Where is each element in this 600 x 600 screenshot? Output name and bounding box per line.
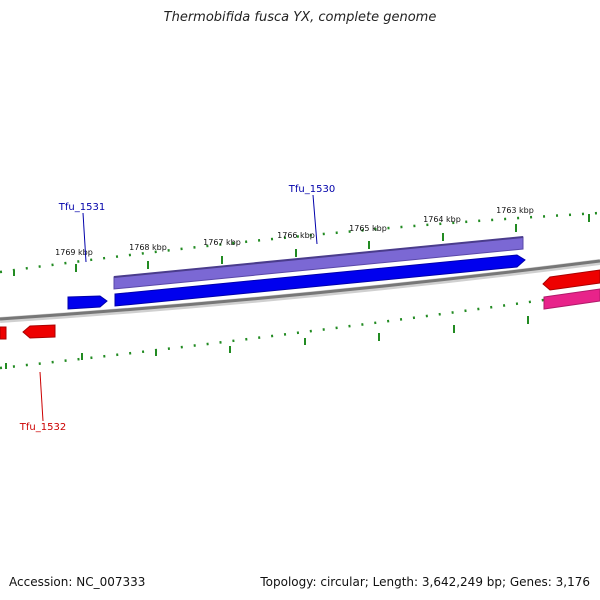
- scale-label: 1766 kbp: [277, 231, 315, 240]
- accession-label: Accession: NC_007333: [9, 575, 146, 589]
- cds-feature-right-edge[interactable]: [542, 269, 600, 291]
- gene-label-tfu1530[interactable]: Tfu_1530: [288, 184, 335, 195]
- genome-backbone-core: [0, 259, 600, 321]
- inner-tick-ring: [0, 290, 600, 370]
- scale-label: 1768 kbp: [129, 243, 167, 252]
- cds-feature-tfu1531[interactable]: [67, 295, 108, 310]
- scale-label: 1765 kbp: [349, 224, 387, 233]
- leader-line-tfu1531: [82, 212, 87, 263]
- topology-label: Topology: circular; Length: 3,642,249 bp…: [260, 575, 590, 589]
- cds-feature-tfu1532[interactable]: [22, 324, 56, 339]
- inner-major-ticks: [5, 316, 529, 369]
- scale-label: 1769 kbp: [55, 248, 93, 257]
- scale-label: 1763 kbp: [496, 206, 534, 215]
- leader-line-tfu1532: [39, 371, 44, 422]
- cds-feature-left-edge[interactable]: [0, 326, 7, 340]
- outer-major-ticks: [13, 214, 590, 276]
- leader-line-tfu1530: [312, 194, 318, 245]
- gene-label-tfu1532[interactable]: Tfu_1532: [19, 422, 66, 433]
- cds-feature-tfu1530[interactable]: [114, 254, 526, 307]
- map-title: Thermobifida fusca YX, complete genome: [163, 10, 437, 25]
- scale-label: 1767 kbp: [203, 238, 241, 247]
- scale-label: 1764 kbp: [423, 215, 461, 224]
- gene-feature-right-edge[interactable]: [543, 288, 600, 310]
- gene-label-tfu1531[interactable]: Tfu_1531: [58, 202, 105, 213]
